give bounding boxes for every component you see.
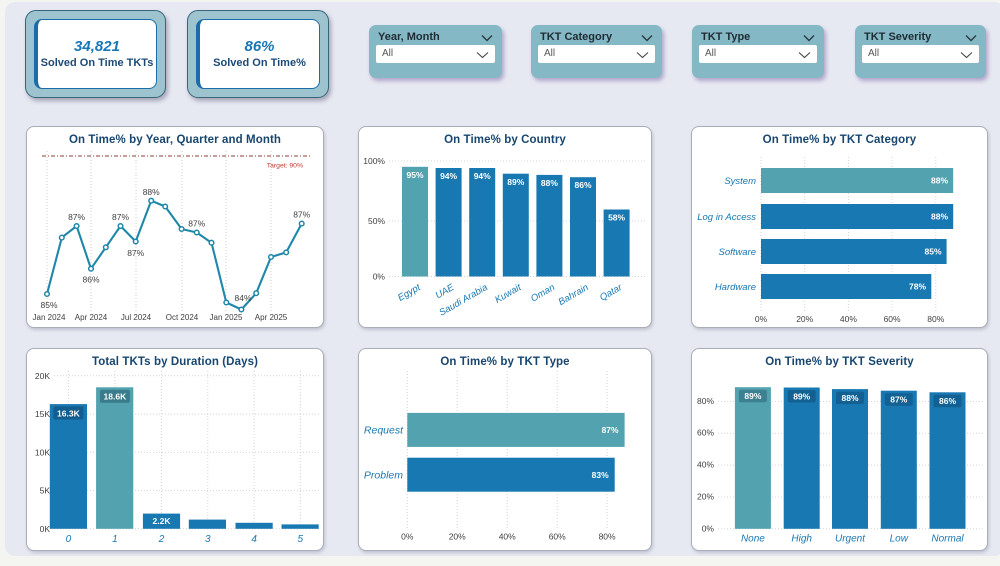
svg-text:Normal: Normal (931, 534, 964, 545)
svg-text:60%: 60% (697, 428, 714, 438)
svg-text:89%: 89% (744, 391, 761, 401)
svg-text:87%: 87% (602, 425, 619, 435)
svg-text:88%: 88% (931, 176, 948, 186)
svg-text:Log in Access: Log in Access (697, 212, 756, 223)
svg-text:Jul 2024: Jul 2024 (121, 313, 152, 322)
svg-text:85%: 85% (924, 247, 941, 257)
svg-text:Bahrain: Bahrain (557, 282, 591, 308)
svg-text:40%: 40% (840, 314, 857, 324)
svg-text:Low: Low (890, 534, 909, 545)
svg-text:84%: 84% (234, 293, 251, 303)
svg-text:89%: 89% (507, 177, 524, 187)
svg-text:87%: 87% (293, 210, 310, 220)
svg-text:2.2K: 2.2K (153, 516, 172, 526)
svg-text:Target: 90%: Target: 90% (267, 163, 303, 170)
svg-text:3: 3 (205, 534, 211, 545)
svg-text:0K: 0K (40, 524, 51, 534)
svg-text:95%: 95% (406, 170, 423, 180)
svg-text:87%: 87% (112, 212, 129, 222)
svg-text:80%: 80% (697, 396, 714, 406)
svg-text:20%: 20% (449, 532, 466, 542)
svg-text:88%: 88% (841, 393, 858, 403)
svg-text:Qatar: Qatar (598, 282, 625, 304)
svg-text:18.6K: 18.6K (104, 392, 128, 402)
svg-text:UAE: UAE (434, 282, 457, 302)
svg-text:78%: 78% (909, 282, 926, 292)
svg-text:5K: 5K (40, 486, 51, 496)
svg-text:Apr 2024: Apr 2024 (75, 313, 108, 322)
svg-text:89%: 89% (793, 391, 810, 401)
svg-text:20%: 20% (697, 492, 714, 502)
svg-text:50%: 50% (368, 216, 385, 226)
svg-text:0%: 0% (702, 523, 715, 533)
svg-text:High: High (791, 534, 812, 545)
svg-text:2: 2 (158, 534, 165, 545)
svg-text:87%: 87% (127, 248, 144, 258)
svg-text:5: 5 (298, 534, 304, 545)
svg-text:Oman: Oman (529, 282, 557, 304)
svg-text:None: None (741, 534, 765, 545)
svg-text:60%: 60% (884, 314, 901, 324)
svg-text:80%: 80% (927, 314, 944, 324)
svg-text:Software: Software (719, 247, 757, 258)
svg-text:60%: 60% (549, 532, 566, 542)
svg-text:88%: 88% (143, 187, 160, 197)
svg-text:Jan 2025: Jan 2025 (210, 313, 243, 322)
svg-text:Urgent: Urgent (835, 534, 866, 545)
svg-text:83%: 83% (592, 470, 609, 480)
svg-text:Request: Request (364, 425, 404, 437)
svg-text:40%: 40% (499, 532, 516, 542)
svg-text:86%: 86% (82, 275, 99, 285)
svg-text:94%: 94% (440, 171, 457, 181)
svg-text:87%: 87% (68, 212, 85, 222)
svg-text:16.3K: 16.3K (57, 408, 81, 418)
svg-text:88%: 88% (931, 212, 948, 222)
svg-text:1: 1 (112, 534, 118, 545)
svg-text:0: 0 (66, 534, 72, 545)
svg-text:15K: 15K (35, 409, 50, 419)
svg-text:80%: 80% (599, 532, 616, 542)
svg-text:4: 4 (251, 534, 257, 545)
svg-text:Hardware: Hardware (715, 282, 756, 293)
svg-text:0%: 0% (401, 532, 414, 542)
svg-text:20K: 20K (35, 371, 50, 381)
svg-text:40%: 40% (697, 460, 714, 470)
svg-text:10K: 10K (35, 447, 50, 457)
svg-text:Problem: Problem (364, 469, 403, 481)
svg-text:85%: 85% (40, 300, 57, 310)
svg-text:86%: 86% (574, 180, 591, 190)
svg-text:Jan 2024: Jan 2024 (33, 313, 66, 322)
svg-text:87%: 87% (188, 219, 205, 229)
svg-text:88%: 88% (541, 178, 558, 188)
svg-text:Oct 2024: Oct 2024 (166, 313, 199, 322)
svg-text:Apr 2025: Apr 2025 (255, 313, 288, 322)
svg-text:87%: 87% (890, 395, 907, 405)
svg-text:System: System (724, 176, 756, 187)
svg-text:86%: 86% (939, 396, 956, 406)
svg-text:20%: 20% (796, 314, 813, 324)
svg-text:0%: 0% (373, 272, 386, 282)
svg-text:100%: 100% (363, 156, 385, 166)
svg-text:Kuwait: Kuwait (493, 282, 524, 306)
svg-text:Egypt: Egypt (396, 282, 423, 304)
svg-text:94%: 94% (474, 171, 491, 181)
svg-text:58%: 58% (608, 213, 625, 223)
svg-text:0%: 0% (755, 314, 768, 324)
